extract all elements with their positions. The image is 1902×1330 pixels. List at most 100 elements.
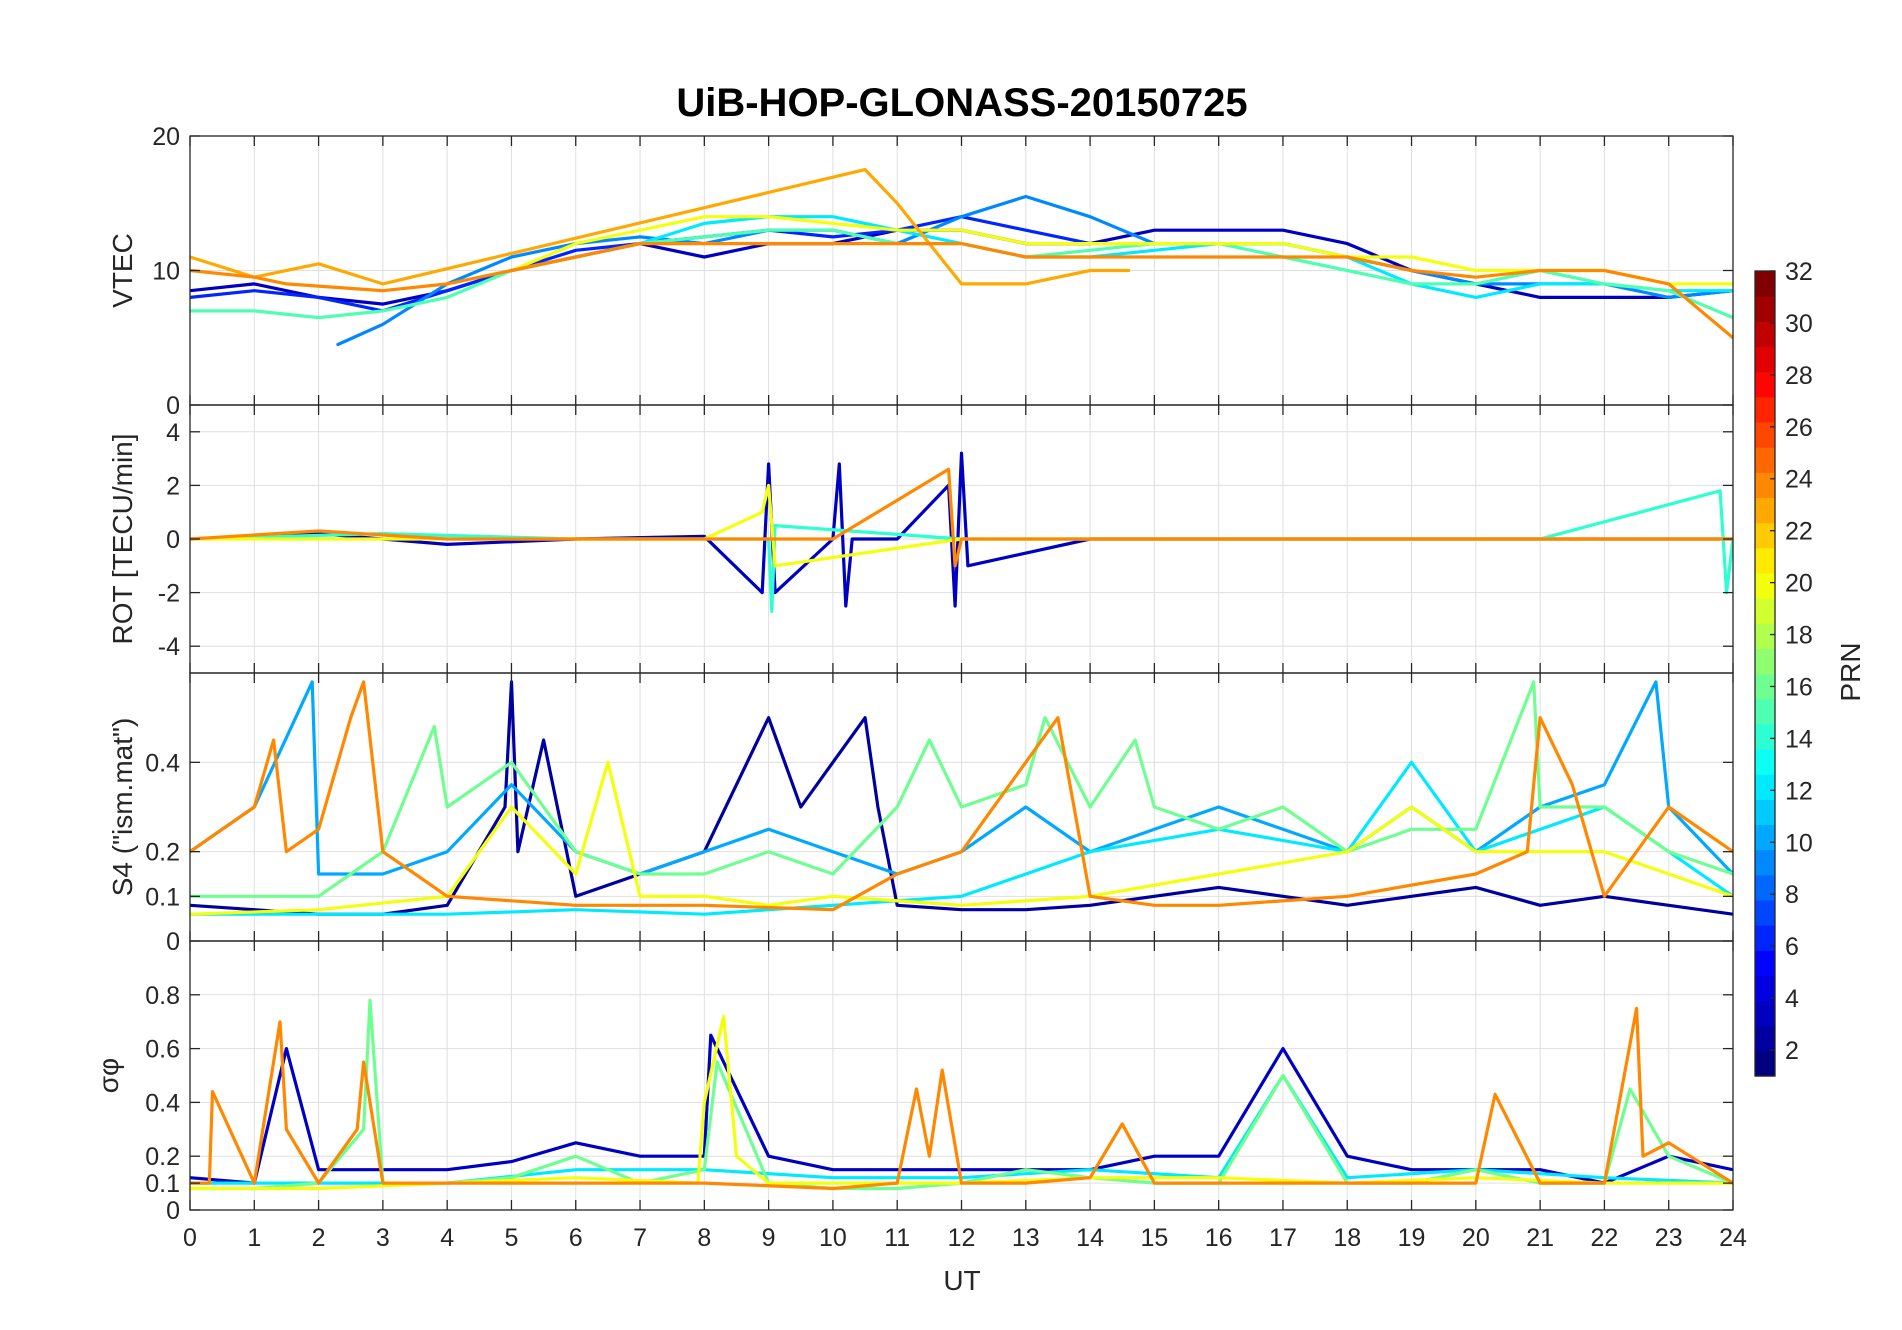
colorbar-block-8: [1755, 874, 1775, 901]
chart-title: UiB-HOP-GLONASS-20150725: [676, 81, 1247, 125]
xtick-label-9: 9: [762, 1224, 776, 1252]
colorbar-block-9: [1755, 849, 1775, 876]
colorbar-tick-label-2: 2: [1785, 1037, 1799, 1065]
colorbar-tick-label-8: 8: [1785, 881, 1799, 909]
colorbar-frame: [1754, 270, 1776, 1077]
colorbar-block-26: [1755, 421, 1775, 448]
vtec-series-prn-24: [190, 242, 1733, 340]
sigma_phi-series-group: [190, 998, 1733, 1191]
panel-s4: 0 0.1 0.2 0.4S4 ("ism.mat"): [107, 672, 1734, 956]
colorbar-block-21: [1755, 547, 1775, 574]
sigma_phi-series-prn-16: [190, 998, 1733, 1191]
colorbar-block-20: [1755, 572, 1775, 599]
s4-series-prn-2: [190, 680, 1733, 916]
colorbar-block-14: [1755, 723, 1775, 750]
xtick-label-15: 15: [1140, 1224, 1168, 1252]
vtec-series-group: [190, 168, 1733, 347]
colorbar-tick-label-22: 22: [1785, 518, 1813, 546]
vtec-series-prn-23: [190, 168, 1131, 286]
sigma_phi-series-prn-20: [190, 1014, 1733, 1191]
colorbar-block-24: [1755, 472, 1775, 499]
colorbar-tick-label-28: 28: [1785, 362, 1813, 390]
s4-ytick-label-0.1: 0.1: [145, 883, 180, 911]
sigma_phi-series-prn-24: [190, 1006, 1733, 1191]
s4-series-group: [190, 680, 1733, 916]
colorbar-block-17: [1755, 648, 1775, 675]
s4-y-axis-label: S4 ("ism.mat"): [107, 718, 138, 897]
colorbar-tick-label-4: 4: [1785, 985, 1799, 1013]
xtick-label-12: 12: [948, 1224, 976, 1252]
colorbar-block-1: [1755, 1050, 1775, 1077]
colorbar-block-16: [1755, 673, 1775, 700]
colorbar-block-27: [1755, 396, 1775, 423]
xtick-label-21: 21: [1526, 1224, 1554, 1252]
colorbar-block-31: [1755, 296, 1775, 322]
colorbar-tick-label-26: 26: [1785, 414, 1813, 442]
s4-ytick-label-0.2: 0.2: [145, 839, 180, 867]
rot-ytick-label-4: 4: [166, 419, 180, 447]
xtick-label-18: 18: [1333, 1224, 1361, 1252]
colorbar-block-13: [1755, 748, 1775, 775]
rot-series-group: [190, 451, 1733, 613]
sigma_phi-ytick-label-0.4: 0.4: [145, 1089, 180, 1117]
colorbar-tick-label-16: 16: [1785, 673, 1813, 701]
xtick-label-8: 8: [697, 1224, 711, 1252]
sigma_phi-ytick-label-0.2: 0.2: [145, 1143, 180, 1171]
colorbar-block-25: [1755, 447, 1775, 473]
xtick-label-2: 2: [312, 1224, 326, 1252]
xtick-label-1: 1: [247, 1224, 261, 1252]
xtick-label-7: 7: [633, 1224, 647, 1252]
xtick-label-11: 11: [884, 1224, 910, 1252]
rot-series-prn-24: [190, 467, 1733, 568]
xtick-label-10: 10: [819, 1224, 847, 1252]
colorbar-tick-label-10: 10: [1785, 829, 1813, 857]
colorbar-block-29: [1755, 346, 1775, 373]
s4-series-prn-20: [190, 760, 1733, 916]
colorbar-block-7: [1755, 899, 1775, 926]
sigma_phi-ytick-label-0.8: 0.8: [145, 982, 180, 1010]
xtick-label-22: 22: [1591, 1224, 1619, 1252]
colorbar-tick-label-12: 12: [1785, 777, 1813, 805]
xtick-label-4: 4: [440, 1224, 454, 1252]
xtick-label-14: 14: [1076, 1224, 1104, 1252]
s4-series-prn-12: [190, 760, 1733, 916]
colorbar-tick-label-32: 32: [1785, 258, 1813, 286]
colorbar-tick-label-24: 24: [1785, 466, 1813, 494]
colorbar-block-5: [1755, 950, 1775, 976]
rot-y-axis-label: ROT [TECU/min]: [107, 433, 138, 644]
colorbar-block-32: [1755, 271, 1775, 297]
xtick-label-3: 3: [376, 1224, 390, 1252]
colorbar-block-30: [1755, 321, 1775, 348]
colorbar-block-22: [1755, 522, 1775, 549]
colorbar-block-3: [1755, 1000, 1775, 1027]
xtick-label-23: 23: [1655, 1224, 1683, 1252]
sigma_phi-ytick-label-0.1: 0.1: [145, 1170, 180, 1198]
colorbar-tick-label-6: 6: [1785, 933, 1799, 961]
sigma_phi-y-axis-label: σφ: [93, 1058, 124, 1093]
colorbar-tick-label-30: 30: [1785, 310, 1813, 338]
xtick-label-16: 16: [1205, 1224, 1233, 1252]
colorbar-block-2: [1755, 1025, 1775, 1052]
sigma_phi-ytick-label-0.6: 0.6: [145, 1036, 180, 1064]
colorbar-label: PRN: [1835, 642, 1866, 701]
colorbar-block-23: [1755, 497, 1775, 524]
sigma_phi-ytick-label-0: 0: [166, 1197, 180, 1225]
colorbar-block-19: [1755, 598, 1775, 624]
vtec-series-prn-9: [336, 194, 1733, 347]
rot-ytick-label--4: -4: [158, 633, 180, 661]
colorbar-tick-label-18: 18: [1785, 622, 1813, 650]
colorbar-block-6: [1755, 925, 1775, 951]
colorbar-block-10: [1755, 824, 1775, 851]
colorbar-block-15: [1755, 698, 1775, 725]
rot-ytick-label-0: 0: [166, 526, 180, 554]
vtec-ytick-label-10: 10: [152, 258, 180, 286]
vtec-ytick-label-0: 0: [166, 392, 180, 420]
vtec-y-axis-label: VTEC: [107, 233, 138, 308]
s4-ytick-label-0.4: 0.4: [145, 749, 180, 777]
colorbar-block-28: [1755, 371, 1775, 398]
xtick-label-0: 0: [183, 1224, 197, 1252]
xtick-label-13: 13: [1012, 1224, 1040, 1252]
